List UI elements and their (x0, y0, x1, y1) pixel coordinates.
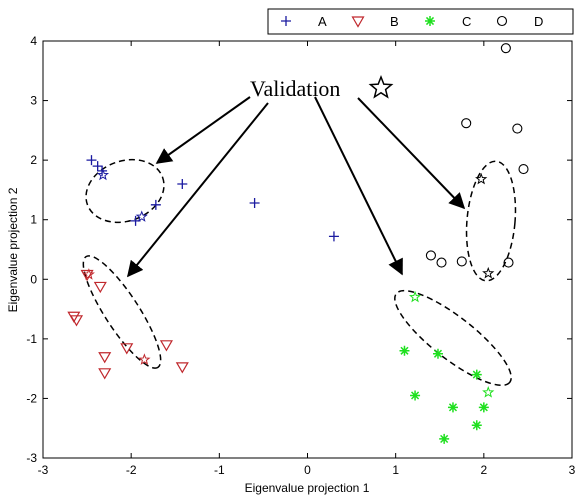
y-tick-label: 3 (30, 94, 37, 108)
x-tick-label: -1 (214, 463, 225, 477)
data-point-d (456, 256, 467, 267)
data-point-a (150, 199, 161, 210)
legend-marker-c (425, 16, 435, 26)
x-tick-label: -3 (38, 463, 49, 477)
data-point-b (93, 281, 107, 294)
validation-star-icon (368, 74, 394, 99)
data-point-d (503, 257, 514, 268)
data-point-b (120, 343, 134, 355)
y-axis-label: Eigenvalue projection 2 (6, 187, 20, 312)
data-point-b (98, 368, 112, 380)
validation-ellipse-b (82, 255, 162, 369)
data-point-b (159, 340, 173, 352)
y-tick-label: -3 (26, 451, 37, 465)
validation-point-b (82, 268, 95, 280)
data-point-a (86, 155, 97, 166)
data-point-c (478, 402, 489, 413)
arrow-to-b (126, 102, 269, 278)
data-point-c (432, 348, 443, 359)
validation-point-c (408, 290, 422, 303)
data-point-a (92, 161, 103, 172)
legend-box (267, 8, 574, 35)
legend: A B C D (267, 8, 574, 35)
data-point-a (328, 231, 339, 242)
arrow-to-d (357, 97, 466, 210)
validation-ellipse-d (465, 160, 517, 282)
data-point-c (471, 420, 482, 431)
data-point-a (249, 198, 260, 209)
data-point-b (80, 269, 94, 282)
y-axis-ticks: -3 -2 -1 0 1 2 3 4 (26, 34, 572, 465)
arrow-to-c (314, 96, 403, 276)
x-axis-label: Eigenvalue projection 1 (245, 481, 370, 495)
legend-marker-a (281, 16, 291, 26)
y-tick-label: -2 (26, 391, 37, 405)
annotation-arrows (126, 96, 466, 278)
validation-annotation: Validation (250, 76, 340, 101)
validation-point-d (482, 266, 495, 279)
plot-area (42, 40, 573, 459)
x-tick-label: 2 (480, 463, 487, 477)
x-tick-label: 3 (569, 463, 575, 477)
x-tick-label: -2 (126, 463, 137, 477)
legend-label-d: D (534, 14, 543, 29)
data-points (67, 43, 529, 444)
data-point-a (177, 178, 188, 189)
data-point-b (67, 311, 81, 323)
x-tick-label: 1 (392, 463, 399, 477)
data-point-c (471, 369, 482, 380)
data-point-b (175, 362, 189, 374)
arrow-to-a (155, 96, 251, 164)
y-tick-label: 0 (30, 272, 37, 286)
legend-label-a: A (318, 14, 327, 29)
legend-label-b: B (390, 14, 399, 29)
data-point-a (97, 165, 108, 176)
data-point-c (399, 345, 410, 356)
legend-marker-b (351, 16, 365, 28)
validation-point-b (138, 353, 151, 365)
y-tick-label: 1 (30, 213, 37, 227)
data-point-d (461, 118, 472, 129)
legend-label-c: C (462, 14, 471, 29)
validation-ellipse-c (394, 289, 512, 387)
validation-point-d (475, 172, 488, 185)
data-point-d (512, 123, 523, 134)
y-tick-label: 4 (30, 34, 37, 48)
data-point-d (500, 43, 511, 54)
validation-point-c (482, 386, 495, 398)
x-axis-ticks: -3 -2 -1 0 1 2 3 (38, 41, 575, 477)
validation-point-a (96, 168, 110, 181)
data-point-d (518, 164, 529, 175)
validation-point-a (135, 210, 148, 222)
data-point-d (425, 250, 436, 261)
x-tick-label: 0 (304, 463, 311, 477)
data-point-b (98, 352, 112, 364)
data-point-c (439, 433, 450, 444)
legend-marker-d (496, 15, 508, 27)
data-point-c (447, 402, 458, 413)
data-point-d (436, 257, 447, 268)
y-tick-label: 2 (30, 153, 37, 167)
y-tick-label: -1 (26, 332, 37, 346)
data-point-c (410, 390, 421, 401)
